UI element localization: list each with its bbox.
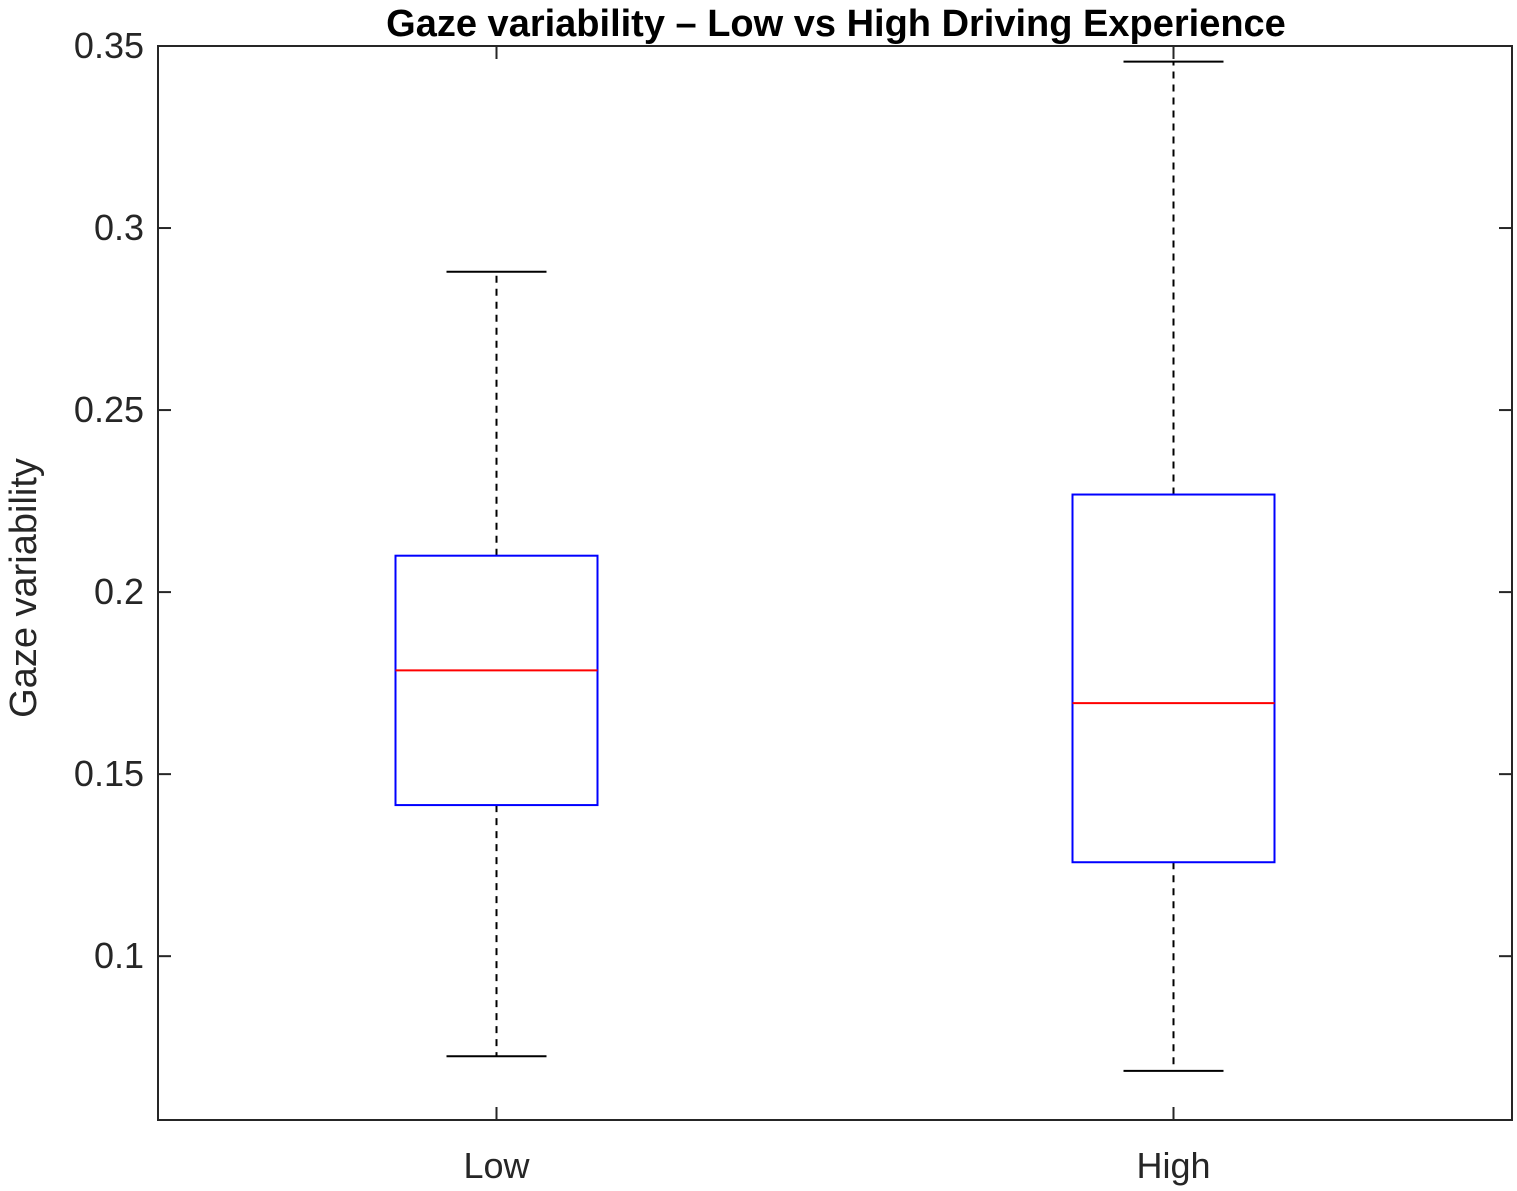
y-tick-label: 0.25 [74,389,144,430]
y-tick-label: 0.35 [74,25,144,66]
x-tick-label: Low [463,1145,530,1186]
box-iqr [394,554,599,807]
y-axis-label: Gaze variability [3,458,45,718]
y-tick-label: 0.1 [94,935,144,976]
chart-title: Gaze variability – Low vs High Driving E… [386,3,1286,45]
x-tick-label: High [1136,1145,1210,1186]
plot-area: 0.1 0.15 0.2 0.25 0.3 0.35 Low High [74,25,1513,1186]
y-tick-label: 0.2 [94,571,144,612]
y-tick-label: 0.15 [74,753,144,794]
box-iqr [1071,493,1276,864]
y-tick-label: 0.3 [94,207,144,248]
axes-frame [157,45,1513,1121]
